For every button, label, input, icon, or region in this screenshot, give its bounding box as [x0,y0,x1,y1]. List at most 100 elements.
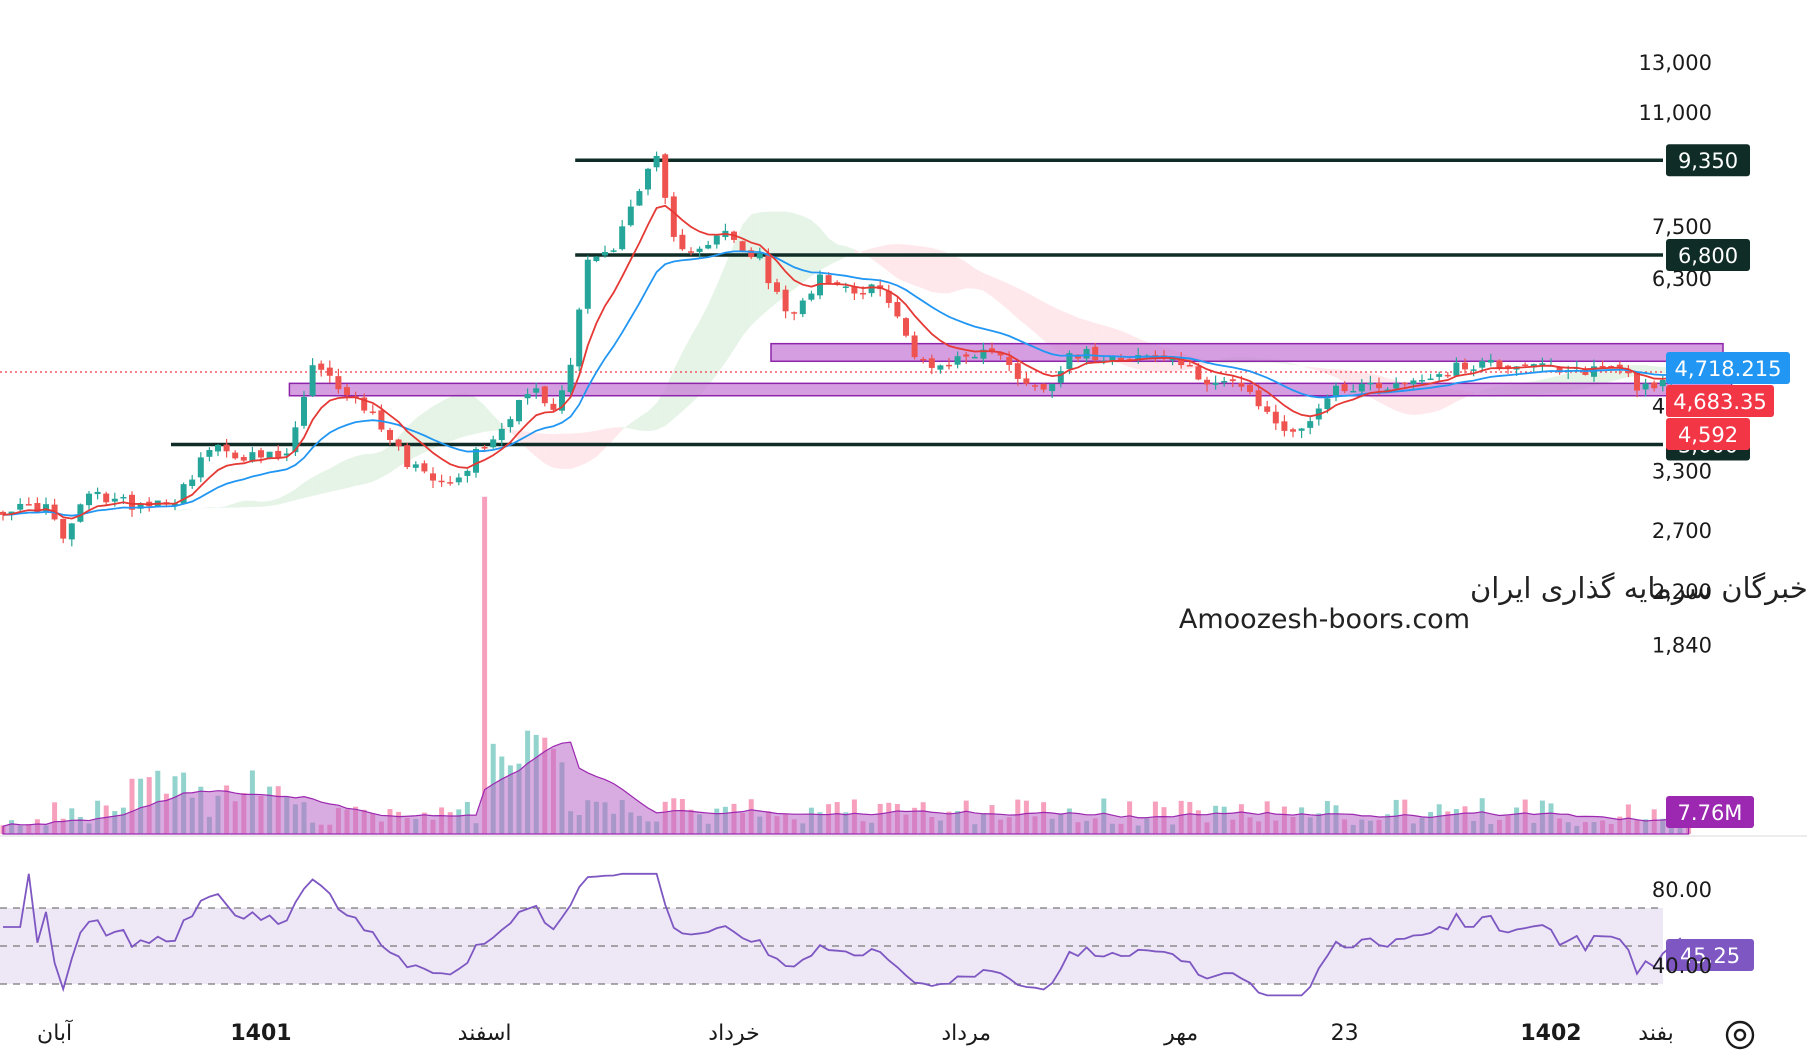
cloud-segment [888,244,898,279]
cloud-segment [751,212,760,326]
candle-body [636,191,643,206]
cloud-segment [304,477,313,498]
volume-bar [482,496,488,834]
cloud-segment [209,507,218,508]
candle-body [1608,366,1615,368]
candle-body [77,504,84,522]
candle-body [670,196,677,237]
candle-body [378,410,385,430]
cloud-segment [562,433,571,470]
candle-body [172,503,178,506]
candle-body [137,503,144,509]
volume-tag: 7.76M [1666,796,1754,828]
candle-body [94,491,101,495]
candle-body [369,411,376,413]
candle-body [524,394,531,399]
candle-body [266,451,273,459]
candle-body [1333,385,1339,398]
cloud-segment [501,423,511,433]
time-label: خرداد [708,1021,759,1046]
candle-body [705,244,712,249]
cloud-segment [914,245,924,289]
candle-body [275,450,282,458]
cloud-segment [1293,363,1302,366]
candle-body [1178,357,1185,366]
candle-body [404,445,411,468]
candle-body [240,457,247,461]
candle-body [86,493,92,506]
cloud-segment [1000,280,1010,311]
cloud-segment [261,500,270,507]
cloud-segment [940,250,949,294]
candle-body [851,286,858,294]
price-tag-1: 4,718.215 [1666,352,1790,384]
watermark-persian: انجمن خبرگان سرمایه گذاری ایران [1470,571,1807,605]
cloud-segment [183,509,193,510]
candle-body [1221,381,1228,383]
cloud-segment [613,427,623,440]
candle-body [817,274,823,296]
cloud-segment [897,244,906,283]
time-label: 1401 [230,1021,291,1046]
candle-body [34,503,41,513]
price-tag-3: 4,592 [1666,418,1750,450]
cloud-segment [966,262,975,289]
candle-body [1556,367,1563,373]
candle-body [860,292,866,295]
candle-body [1092,346,1099,361]
candle-body [301,396,307,426]
cloud-segment [441,397,451,445]
candle-body [464,470,471,476]
cloud-segment [355,454,365,486]
cloud-segment [553,433,562,469]
candle-body [1247,384,1253,392]
candle-body [1040,383,1047,390]
candle-body [1195,366,1202,380]
candle-body [68,523,75,540]
cloud-segment [200,507,210,509]
cloud-segment [974,268,984,291]
cloud-segment [312,472,322,497]
cloud-segment [493,415,502,431]
cloud-segment [639,411,648,432]
cloud-segment [716,264,726,375]
candle-body [232,452,239,459]
candle-body [662,154,669,198]
candle-body [490,439,497,448]
candle-body [920,358,927,361]
candle-body [43,504,49,512]
price-tick-label: 2,200 [1652,580,1712,604]
price-axis[interactable]: 13,00011,0007,5006,3004,1003,3002,7002,2… [1639,51,1712,657]
candle-body [627,206,634,226]
candle-body [1307,421,1314,428]
cloud-segment [544,433,554,468]
candle-body [894,302,901,317]
price-tick-label: 11,000 [1639,101,1712,125]
cloud-segment [854,249,863,254]
candle-body [1083,348,1090,359]
rsi-axis[interactable]: 80.00 40.00 [1652,878,1712,978]
candle-body [516,399,522,422]
level-tag-9,350-bg [1666,144,1750,177]
chart-settings-icon[interactable] [1720,1015,1760,1055]
candle-body [679,234,686,250]
volume-bar [95,800,101,834]
candle-body [1384,389,1391,392]
cloud-segment [837,244,846,262]
candle-body [507,419,514,428]
time-label: آبان [37,1019,73,1046]
cloud-segment [433,401,442,449]
candle-body [1642,383,1649,390]
cloud-segment [1043,301,1053,348]
candle-body [189,479,196,486]
horizontal-levels [171,158,1663,447]
candle-body [0,511,6,515]
candle-body [1272,411,1279,424]
candle-body [541,386,548,404]
price-tags: 9,3506,8003,6004,718.2154,683.354,5927.7… [1666,144,1790,972]
time-axis[interactable]: آبان 1401 اسفند خرداد مرداد مهر 23 1402 بفند [37,1019,1674,1046]
cloud-segment [1035,297,1044,341]
candle-body [765,255,772,284]
candle-body [928,358,935,368]
